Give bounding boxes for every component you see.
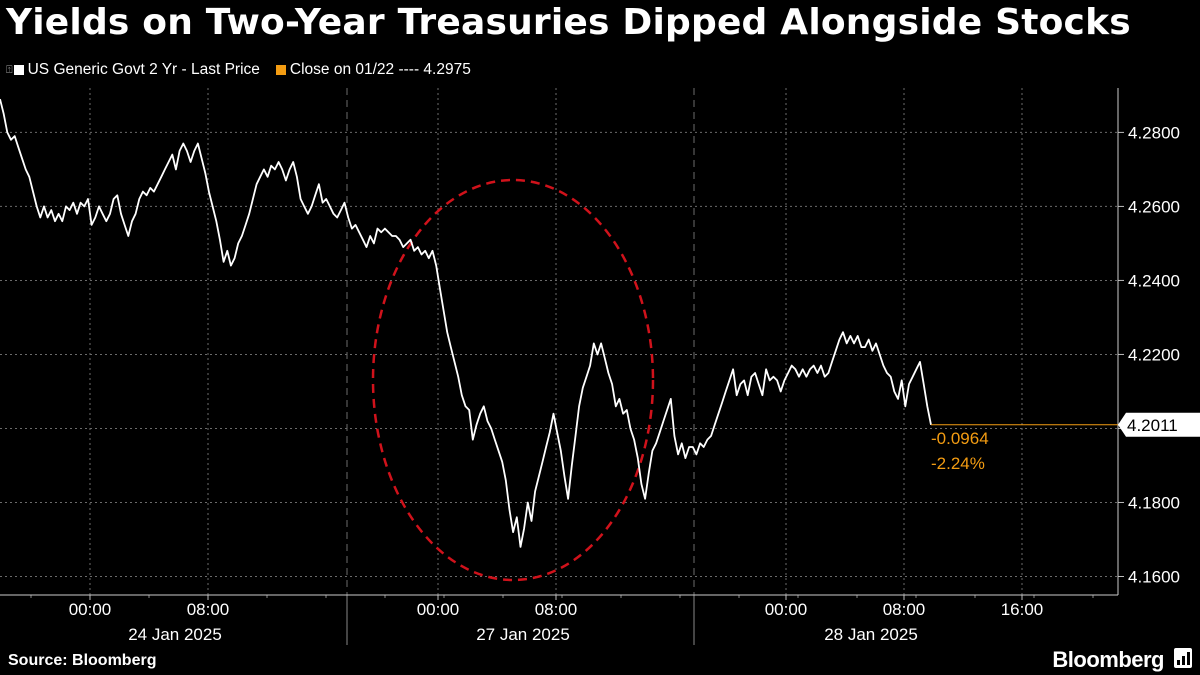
x-tick-label: 08:00 bbox=[187, 600, 230, 619]
x-day-label: 28 Jan 2025 bbox=[824, 625, 918, 644]
series-layer bbox=[0, 98, 932, 548]
y-tick-label: 4.2400 bbox=[1128, 271, 1180, 290]
axis-layer: 4.1600 4.1800 4.2000 4.2200 4.2400 4.2600 4.28… bbox=[0, 88, 1200, 645]
bloomberg-logo: Bloomberg bbox=[1052, 647, 1164, 672]
legend-item-close: Close on 01/22 ---- 4.2975 bbox=[275, 61, 471, 79]
legend-label-close: Close on 01/22 ---- 4.2975 bbox=[289, 61, 471, 78]
legend: ⍐ US Generic Govt 2 Yr - Last Price Clos… bbox=[6, 61, 487, 79]
annotation-ellipse bbox=[371, 178, 655, 582]
x-tick-label: 00:00 bbox=[765, 600, 808, 619]
grid bbox=[0, 88, 1118, 595]
y-tick-label: 4.2200 bbox=[1128, 345, 1180, 364]
last-value-badge bbox=[1118, 412, 1200, 437]
y-tick-label: 4.1600 bbox=[1128, 567, 1180, 586]
x-tick-label: 08:00 bbox=[535, 600, 578, 619]
x-day-label: 27 Jan 2025 bbox=[476, 625, 570, 644]
legend-swatch-orange bbox=[275, 65, 286, 75]
change-pct-label: -2.24% bbox=[931, 454, 985, 473]
change-abs-label: -0.0964 bbox=[931, 429, 989, 448]
y-tick-label: 4.1800 bbox=[1128, 493, 1180, 512]
legend-marker-icon: ⍐ bbox=[6, 63, 13, 76]
x-tick-label: 16:00 bbox=[1001, 600, 1044, 619]
chart-title: Yields on Two-Year Treasuries Dipped Alo… bbox=[6, 2, 1131, 43]
bloomberg-chart-icon bbox=[1174, 648, 1192, 668]
legend-swatch-white bbox=[13, 65, 24, 75]
y-tick-label: 4.2800 bbox=[1128, 123, 1180, 142]
x-day-label: 24 Jan 2025 bbox=[128, 625, 222, 644]
x-tick-label: 00:00 bbox=[417, 600, 460, 619]
legend-item-series: ⍐ US Generic Govt 2 Yr - Last Price bbox=[6, 61, 260, 79]
x-tick-label: 08:00 bbox=[883, 600, 926, 619]
annotation-layer bbox=[371, 178, 655, 582]
last-value-label: 4.2011 bbox=[1127, 416, 1178, 435]
y-tick-label: 4.2600 bbox=[1128, 197, 1180, 216]
series-line-us-2yr bbox=[0, 98, 932, 548]
source-text: Source: Bloomberg bbox=[8, 652, 157, 669]
y-tick-label: 4.2000 bbox=[1128, 419, 1180, 438]
x-tick-label: 00:00 bbox=[69, 600, 112, 619]
legend-label-series: US Generic Govt 2 Yr - Last Price bbox=[27, 61, 260, 78]
